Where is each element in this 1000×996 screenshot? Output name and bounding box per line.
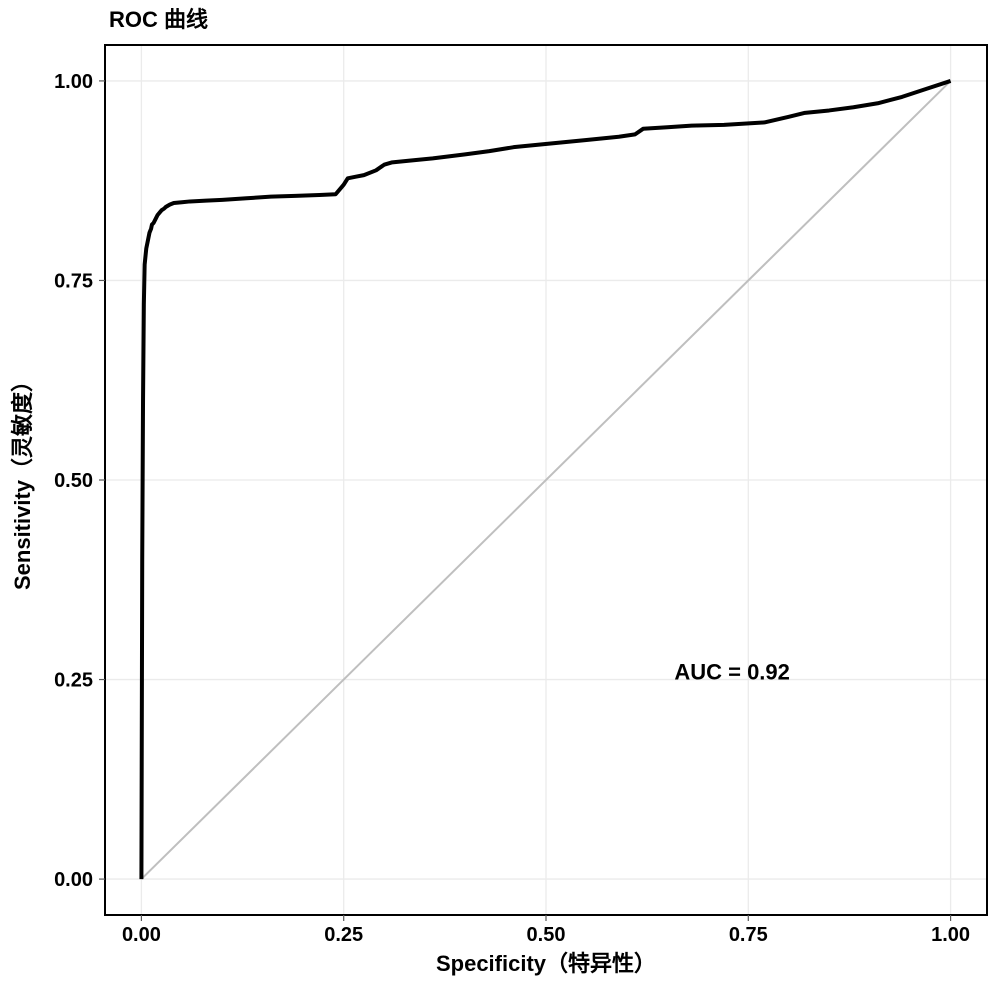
x-tick-label: 0.75	[729, 924, 768, 946]
auc-annotation: AUC = 0.92	[674, 660, 790, 685]
y-tick-label: 0.75	[54, 270, 93, 292]
y-axis-label: Sensitivity（灵敏度）	[10, 370, 35, 590]
x-tick-label: 1.00	[931, 924, 970, 946]
x-tick-label: 0.25	[324, 924, 363, 946]
x-tick-label: 0.50	[527, 924, 566, 946]
chart-svg: AUC = 0.92 0.00 0.25 0.50 0.75 1.00 0.00 0.25 0.…	[0, 0, 1000, 996]
y-tick-label: 1.00	[54, 71, 93, 93]
chart-title: ROC 曲线	[109, 7, 208, 32]
y-tick-label: 0.25	[54, 670, 93, 692]
y-tick-label: 0.00	[54, 869, 93, 891]
x-tick-label: 0.00	[122, 924, 161, 946]
roc-chart: AUC = 0.92 0.00 0.25 0.50 0.75 1.00 0.00 0.25 0.…	[0, 0, 1000, 996]
y-tick-label: 0.50	[54, 470, 93, 492]
x-axis-label: Specificity（特异性）	[436, 951, 656, 976]
